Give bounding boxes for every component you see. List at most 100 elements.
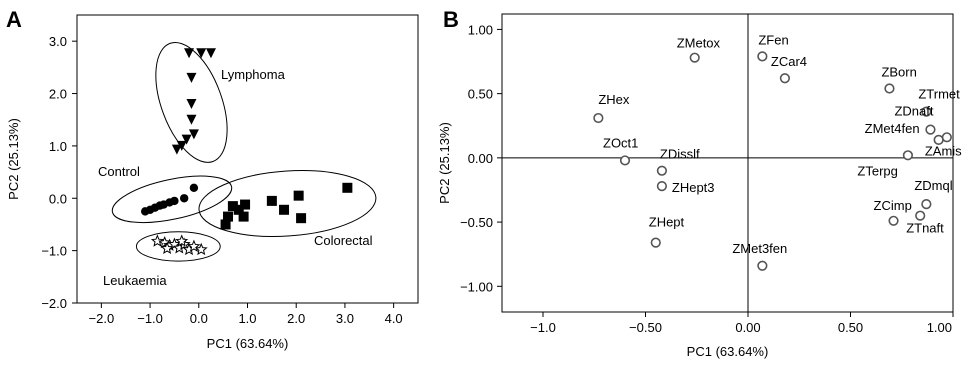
data-point-colorectal [220, 219, 231, 230]
point-label: ZCimp [874, 198, 912, 213]
point-label: ZAmis [925, 143, 962, 158]
x-tick-label-b: 0.00 [735, 320, 760, 335]
loading-point [757, 260, 768, 271]
panel-b-letter: B [443, 7, 459, 32]
data-point-lymphoma [188, 129, 199, 140]
data-point-leukaemia [160, 241, 174, 255]
data-point-lymphoma [196, 48, 207, 59]
y-tick-label-a: −1.0 [41, 244, 67, 259]
data-point-colorectal [233, 204, 244, 215]
point-label: ZHept3 [672, 180, 715, 195]
loading-point [921, 106, 932, 117]
plot-frame-b [501, 13, 954, 313]
y-tick-label-a: 2.0 [49, 87, 67, 102]
loading-point [650, 237, 661, 248]
y-tick-label-b: 0.50 [468, 87, 493, 102]
point-label: ZOct1 [603, 135, 638, 150]
data-point-lymphoma [186, 114, 197, 125]
x-axis-label-b: PC1 (63.64%) [687, 344, 769, 359]
data-point-lymphoma [171, 144, 182, 155]
point-label: ZMet4fen [865, 121, 920, 136]
point-label: ZDisslf [660, 147, 700, 162]
x-tick-label-a: 4.0 [385, 311, 403, 326]
y-tick-label-b: −0.50 [460, 215, 493, 230]
x-tick-label-a: 1.0 [238, 311, 256, 326]
data-point-lymphoma [184, 48, 195, 59]
point-label: ZCar4 [771, 54, 807, 69]
data-point-colorectal [293, 190, 304, 201]
data-point-colorectal [227, 201, 238, 212]
group-ellipse-colorectal [198, 170, 377, 237]
point-label: ZBorn [881, 65, 916, 80]
loading-point [619, 155, 631, 166]
loading-point [689, 52, 700, 63]
group-label-lymphoma: Lymphoma [221, 67, 286, 82]
loading-point [902, 150, 914, 161]
loading-point [593, 112, 604, 124]
data-point-leukaemia [175, 234, 189, 247]
data-point-lymphoma [205, 48, 216, 59]
data-point-colorectal [279, 204, 290, 215]
x-axis-label-a: PC1 (63.64%) [207, 336, 289, 351]
group-ellipse-control [111, 175, 233, 224]
y-tick-label-b: −1.00 [460, 279, 493, 294]
x-tick-label-a: 2.0 [287, 311, 305, 326]
point-label: ZHex [598, 92, 630, 107]
x-tick-label-a: 3.0 [336, 311, 354, 326]
x-tick-label-a: 0.0 [190, 311, 208, 326]
panel-a-letter: A [6, 7, 22, 32]
data-point-leukaemia [194, 242, 208, 256]
data-point-control [179, 194, 189, 203]
data-point-lymphoma [186, 72, 197, 83]
data-point-colorectal [296, 213, 307, 224]
y-tick-label-a: −2.0 [41, 296, 67, 311]
loading-point [915, 210, 926, 221]
loading-point [656, 181, 668, 192]
plot-frame-a [76, 14, 419, 304]
group-label-control: Control [98, 164, 140, 179]
y-axis-label-b: PC2 (25.13%) [437, 122, 452, 204]
loading-point [656, 165, 668, 176]
y-tick-label-b: 1.00 [468, 22, 493, 37]
loading-point [921, 199, 932, 210]
data-point-colorectal [240, 199, 251, 210]
x-tick-label-b: 0.50 [838, 320, 863, 335]
point-label: ZTerpg [857, 163, 897, 178]
x-tick-label-a: −1.0 [137, 311, 163, 326]
y-tick-label-a: 1.0 [49, 139, 67, 154]
point-label: ZTnaft [906, 221, 944, 236]
group-ellipse-lymphoma [155, 42, 228, 163]
y-tick-label-b: 0.00 [468, 151, 493, 166]
y-axis-label-a: PC2 (25.13%) [6, 118, 21, 200]
y-tick-label-a: 3.0 [49, 34, 67, 49]
x-tick-label-b: −0.50 [629, 320, 662, 335]
data-point-control [170, 196, 179, 206]
data-point-lymphoma [186, 99, 197, 110]
data-point-leukaemia [150, 234, 164, 247]
chart-panel-a: −2.0 −1.0 0.0 1.0 2.0 3.0 4.0 −2.0 −1.0 0.0 1.0 2.0… [6, 14, 419, 351]
group-ellipse-leukaemia [135, 231, 221, 262]
loading-point [757, 51, 768, 62]
data-point-colorectal [342, 182, 353, 193]
x-tick-label-a: −2.0 [89, 311, 115, 326]
point-label: ZHept [649, 215, 685, 230]
data-point-colorectal [223, 211, 234, 222]
data-point-colorectal [238, 211, 249, 222]
loading-point [925, 124, 936, 135]
data-point-lymphoma [176, 140, 187, 151]
data-point-lymphoma [181, 134, 192, 145]
loading-point [888, 215, 899, 226]
group-label-colorectal: Colorectal [314, 233, 373, 248]
group-label-leukaemia: Leukaemia [103, 273, 167, 288]
x-tick-label-b: 1.00 [927, 320, 952, 335]
point-label: ZMetox [677, 36, 721, 51]
point-label: ZTrmet [918, 87, 960, 102]
data-point-control [189, 183, 199, 192]
chart-panel-b: −1.0 −0.50 0.00 0.50 1.00 −1.00 −0.50 0.00 0.50 1… [437, 13, 962, 359]
x-tick-label-b: −1.0 [530, 320, 556, 335]
loading-point [779, 73, 791, 84]
loading-point [941, 132, 952, 143]
point-label: ZDmql [914, 178, 952, 193]
data-point-colorectal [266, 195, 277, 206]
